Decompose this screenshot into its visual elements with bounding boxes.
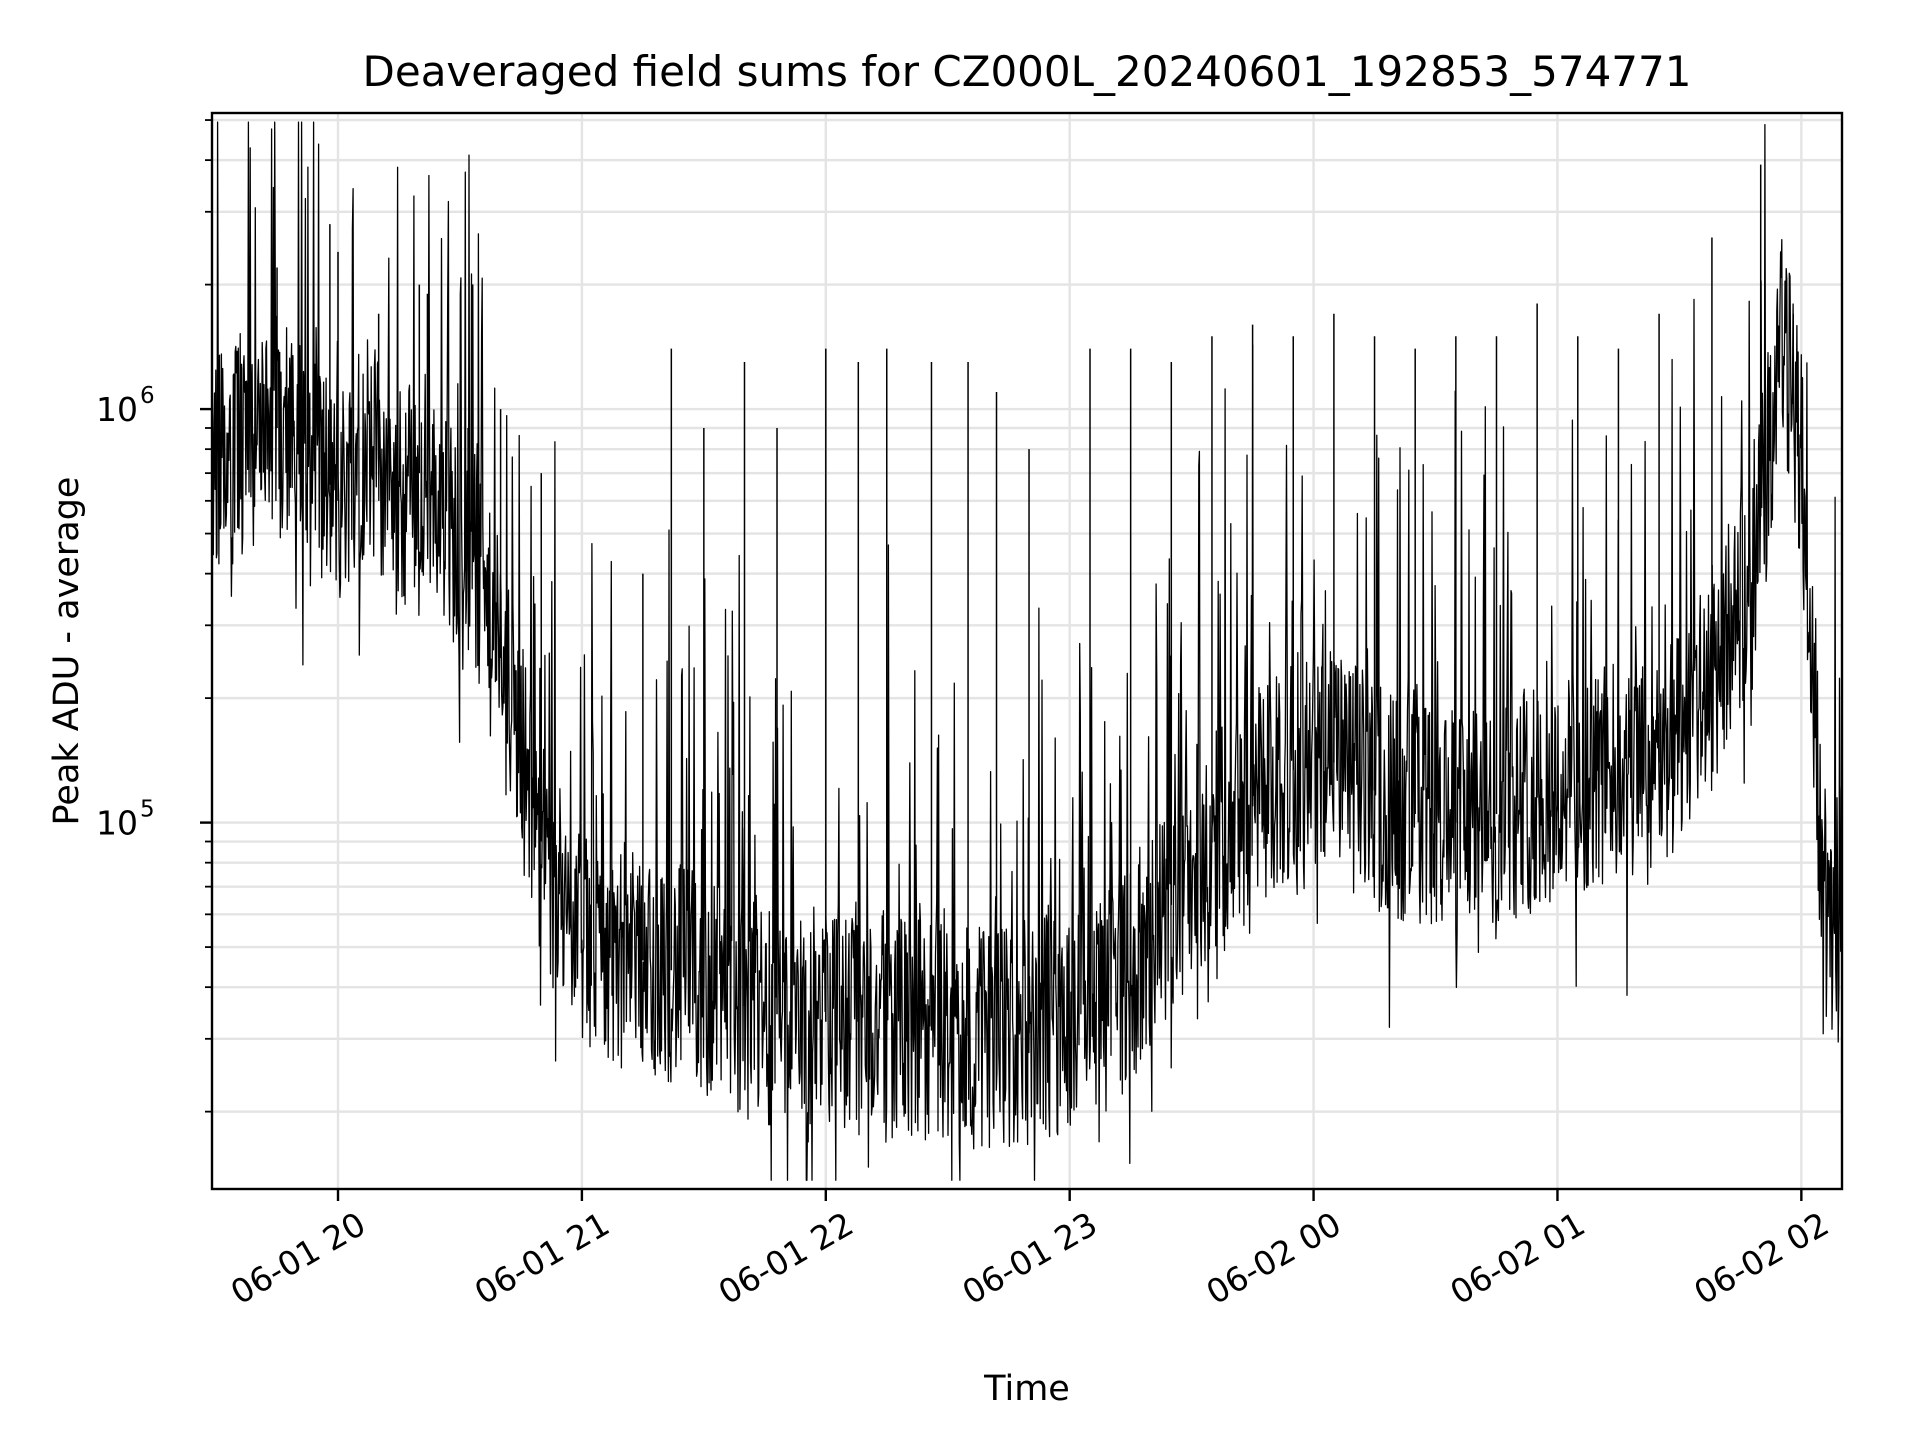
y-tick-base: 10 [96,804,138,843]
y-axis-label: Peak ADU - average [47,477,87,826]
x-axis-label: Time [983,1369,1070,1409]
grid-lines [212,113,1842,1189]
y-tick-base: 10 [96,390,138,429]
chart-title: Deaveraged field sums for CZ000L_2024060… [363,47,1692,96]
plot-frame [210,111,1844,1191]
series-layer [211,121,1843,1181]
y-tick-exponent: 6 [140,383,155,409]
series-line [211,121,1843,1181]
y-tick-label: 10 6 [96,383,155,429]
y-tick-exponent: 5 [140,797,155,823]
y-tick-label: 10 5 [96,797,155,843]
